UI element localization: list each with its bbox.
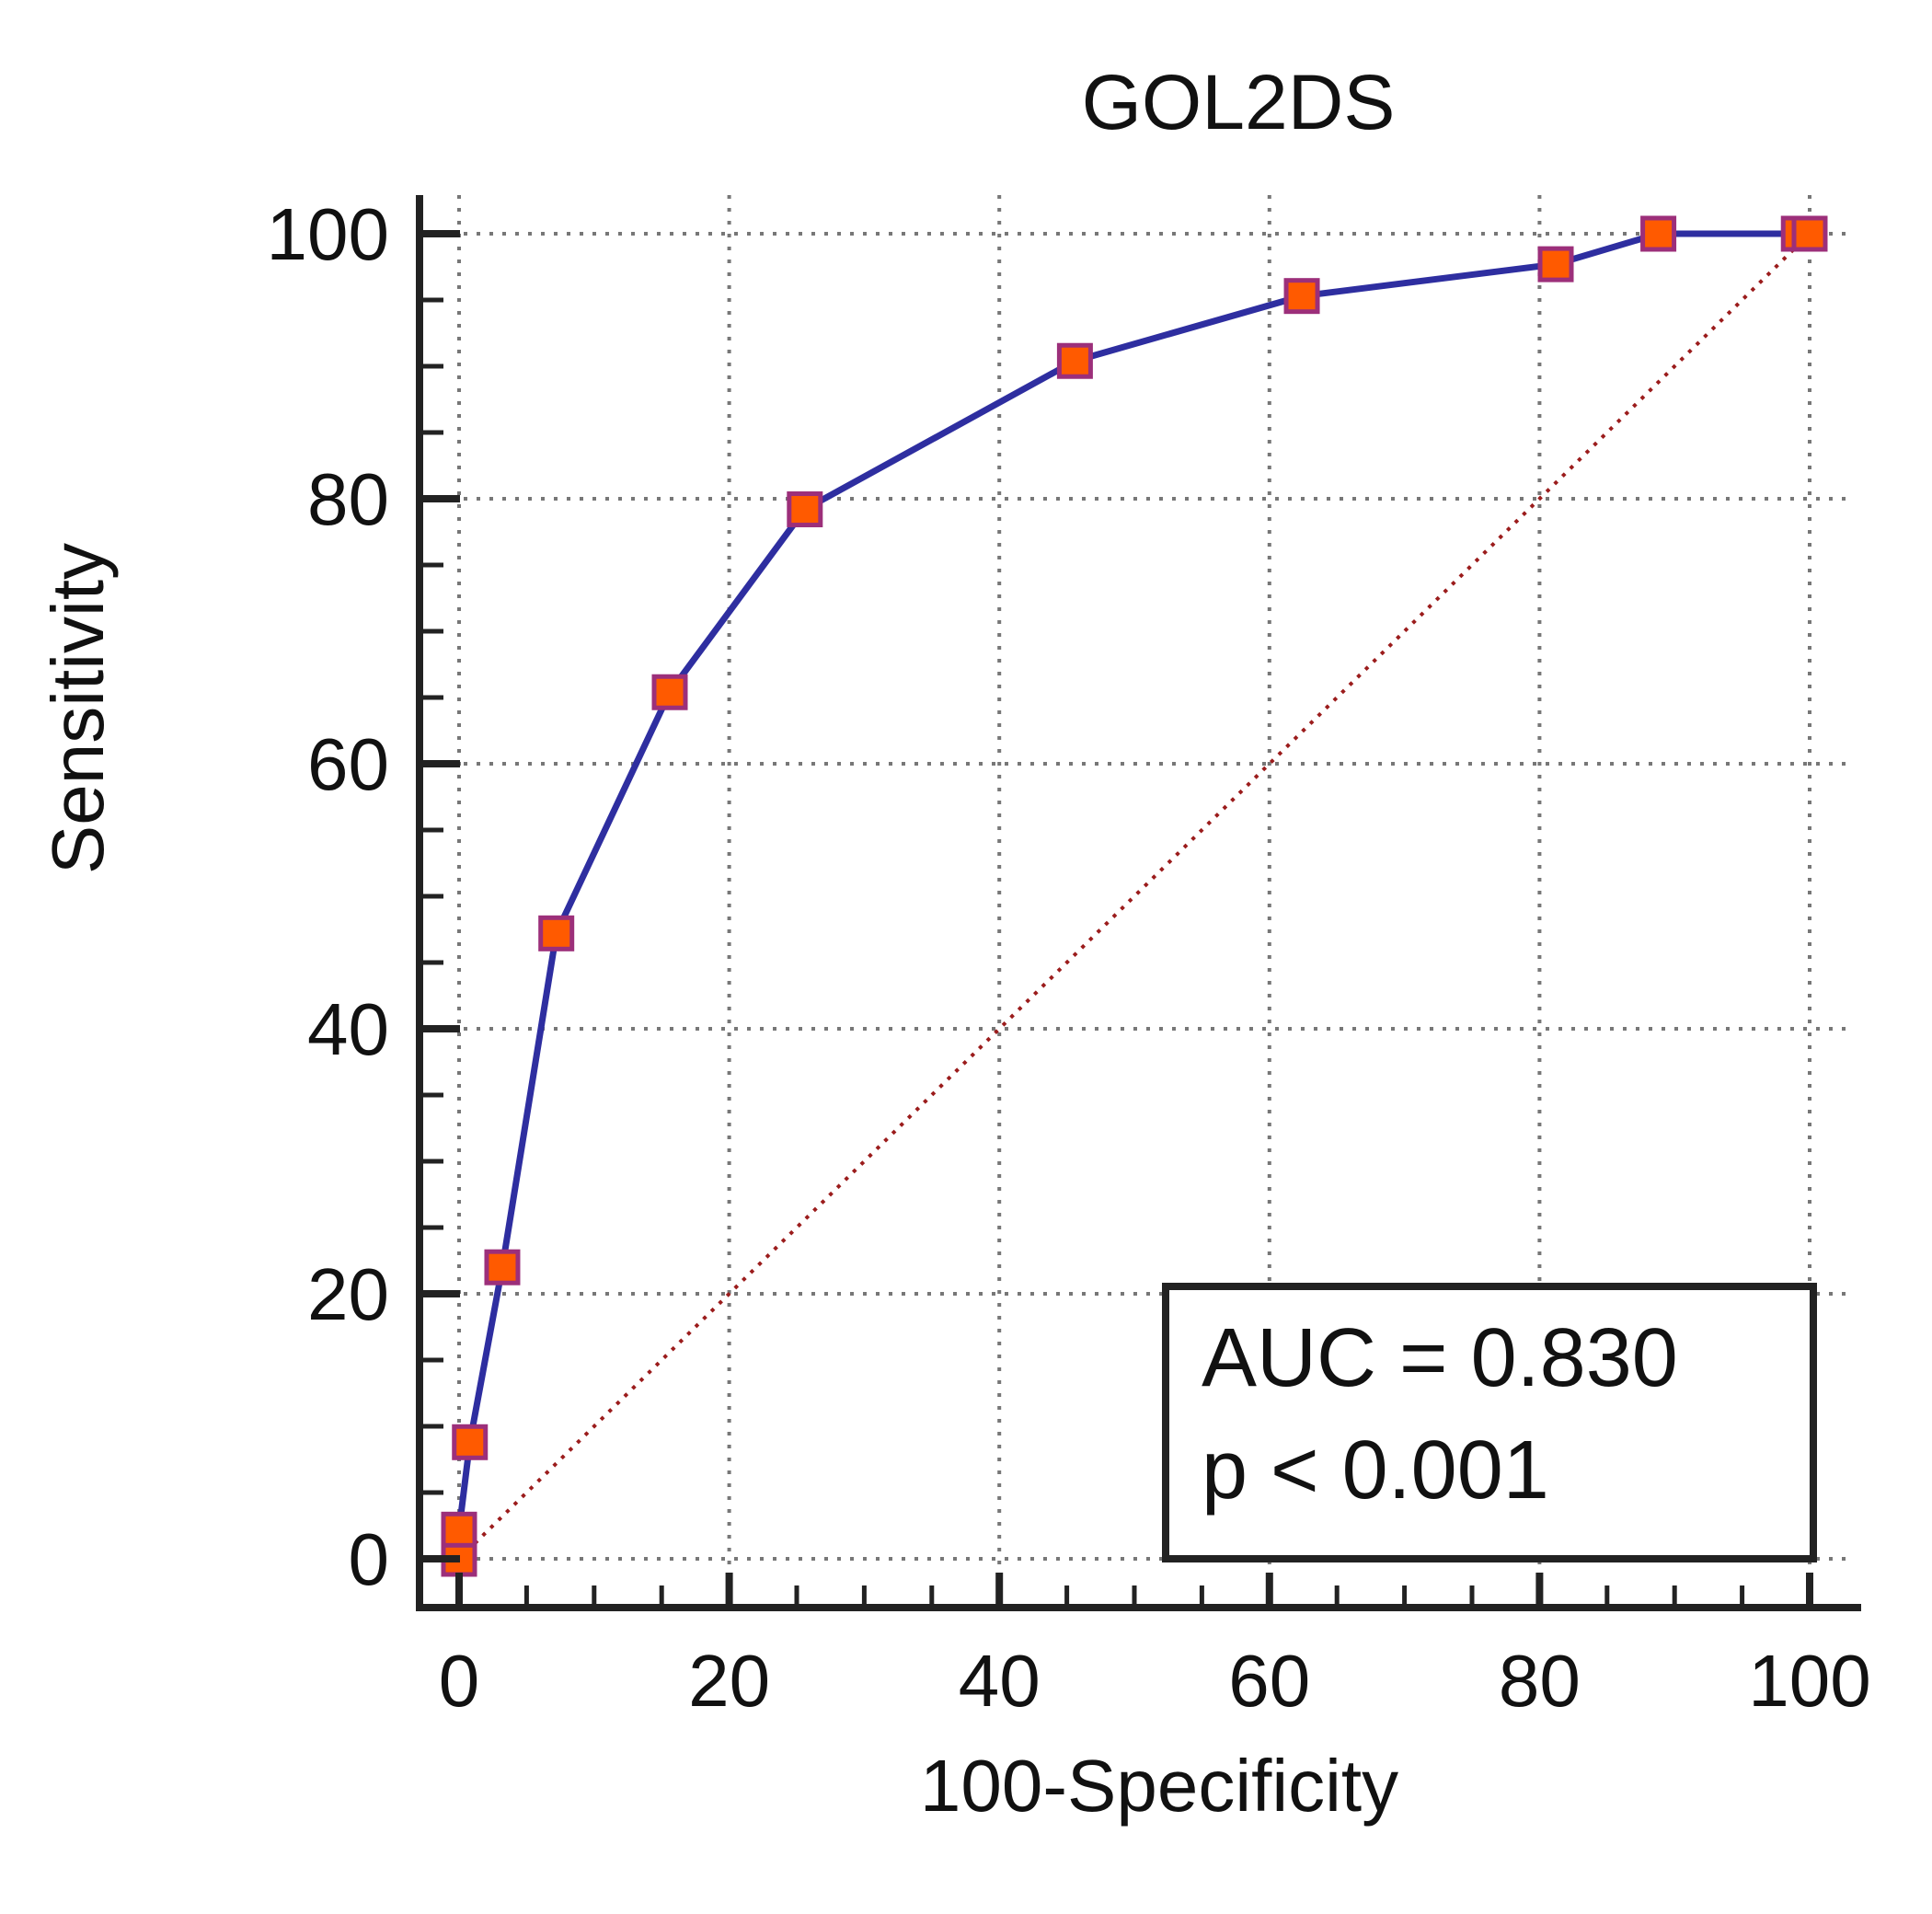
auc-legend-box: AUC = 0.830 p < 0.001 xyxy=(1162,1283,1817,1562)
roc-markers xyxy=(441,215,1828,1577)
x-tick-label: 60 xyxy=(1228,1640,1310,1722)
roc-point-marker xyxy=(1537,246,1574,282)
roc-point-marker xyxy=(1640,215,1677,252)
legend-frame xyxy=(1162,1283,1817,1562)
chart-title: GOL2DS xyxy=(1082,59,1396,145)
roc-point-marker xyxy=(538,915,575,951)
roc-point-marker xyxy=(651,674,688,710)
y-tick-label: 20 xyxy=(307,1253,389,1335)
roc-point-marker xyxy=(441,1511,477,1548)
roc-point-marker xyxy=(787,491,823,528)
y-axis-title: Sensitivity xyxy=(37,543,119,874)
auc-value: AUC = 0.830 xyxy=(1202,1312,1678,1404)
y-tick-labels: 0 20 40 60 80 100 xyxy=(267,193,389,1600)
y-tick-label: 40 xyxy=(307,988,389,1070)
y-tick-label: 0 xyxy=(349,1518,390,1600)
x-tick-labels: 0 20 40 60 80 100 xyxy=(439,1640,1871,1722)
roc-point-marker xyxy=(1791,215,1828,252)
x-tick-label: 20 xyxy=(688,1640,770,1722)
roc-point-marker xyxy=(452,1424,489,1460)
p-value: p < 0.001 xyxy=(1202,1424,1549,1516)
x-tick-label: 0 xyxy=(439,1640,480,1722)
roc-point-marker xyxy=(1283,278,1320,315)
roc-point-marker xyxy=(484,1249,521,1286)
x-tick-label: 40 xyxy=(959,1640,1041,1722)
ticks xyxy=(420,230,1813,1608)
roc-point-marker xyxy=(1056,342,1093,379)
y-tick-label: 60 xyxy=(307,723,389,805)
x-axis-title: 100-Specificity xyxy=(920,1745,1398,1827)
y-tick-label: 80 xyxy=(307,458,389,540)
y-tick-label: 100 xyxy=(267,193,389,275)
x-tick-label: 100 xyxy=(1748,1640,1870,1722)
x-tick-label: 80 xyxy=(1499,1640,1581,1722)
